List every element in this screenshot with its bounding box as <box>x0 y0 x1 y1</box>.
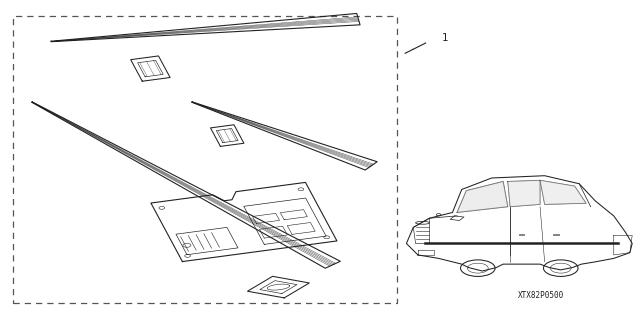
Polygon shape <box>508 180 540 207</box>
Bar <box>554 234 559 235</box>
Text: XTX82P0500: XTX82P0500 <box>518 291 564 300</box>
Polygon shape <box>540 180 586 204</box>
Bar <box>13 16 397 303</box>
Text: 1: 1 <box>442 33 448 43</box>
Polygon shape <box>457 182 508 212</box>
Bar <box>519 234 524 235</box>
